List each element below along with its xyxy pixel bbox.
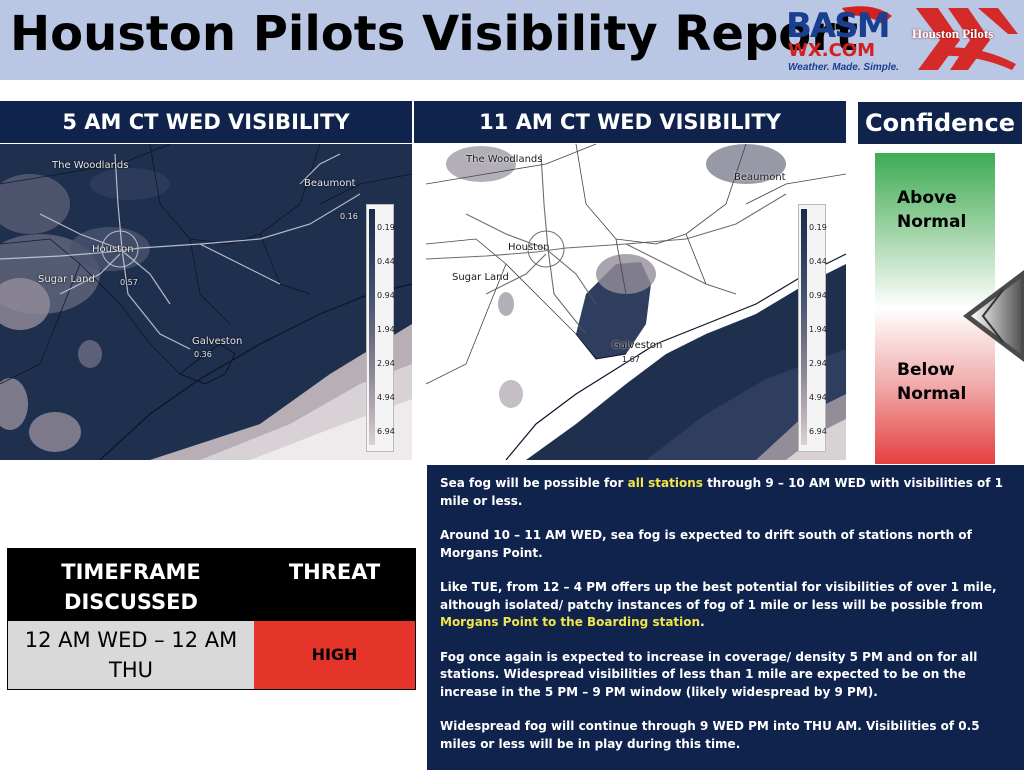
discussion-paragraph-5: Widespread fog will continue through 9 W… [440, 719, 980, 751]
table-header-timeframe-line2: DISCUSSED [64, 590, 198, 614]
discussion-p3-text: Like TUE, from 12 – 4 PM offers up the b… [440, 580, 997, 612]
confidence-title: Confidence [858, 102, 1022, 144]
confidence-below-line2: Normal [897, 384, 967, 404]
table-cell-threat: HIGH [254, 621, 415, 689]
discussion-paragraph-3: Like TUE, from 12 – 4 PM offers up the b… [440, 579, 1010, 632]
discussion-p3-text-end: . [700, 615, 705, 629]
basm-tagline: Weather. Made. Simple. [788, 62, 899, 73]
houston-pilots-logo: Houston Pilots [908, 4, 1018, 74]
map1-legend-level: 0.44 [377, 257, 395, 266]
confidence-indicator-arrow-icon [963, 270, 1024, 362]
map1-label-sugarland: Sugar Land [38, 274, 95, 285]
map2-legend-level: 2.94 [809, 359, 827, 368]
basm-logo-swoosh-icon [842, 6, 892, 24]
discussion-paragraph-4: Fog once again is expected to increase i… [440, 649, 978, 699]
basm-logo-text: BASM [786, 6, 891, 46]
map2-legend-level: 4.94 [809, 393, 827, 402]
discussion-paragraph-2: Around 10 – 11 AM WED, sea fog is expect… [440, 528, 972, 560]
header-banner: Houston Pilots Visibility Report BASM WX… [0, 0, 1024, 80]
map1-label-galveston: Galveston [192, 336, 243, 347]
visibility-map-5am: The Woodlands Houston Sugar Land Beaumon… [0, 144, 412, 460]
page-title: Houston Pilots Visibility Report [10, 6, 858, 62]
confidence-below-label: Below Normal [897, 358, 966, 406]
discussion-p3-highlight: Morgans Point to the Boarding station [440, 615, 701, 629]
discussion-p1-highlight: all stations [627, 476, 703, 490]
table-cell-timeframe: 12 AM WED – 12 AM THU [8, 621, 254, 689]
map2-legend-bar [801, 209, 807, 445]
table-cell-timeframe-line2: THU [109, 658, 153, 682]
discussion-paragraph-1: Sea fog will be possible for all station… [440, 475, 1010, 510]
confidence-above-line1: Above [897, 188, 957, 208]
map2-label-woodlands: The Woodlands [466, 154, 543, 165]
map2-legend-level: 1.94 [809, 325, 827, 334]
panel-title-5am: 5 AM CT WED VISIBILITY [0, 101, 412, 143]
confidence-above-line2: Normal [897, 212, 967, 232]
map1-value-1: 0.16 [340, 212, 358, 221]
map-5am-graphic [0, 144, 412, 460]
map1-legend-level: 0.19 [377, 223, 395, 232]
map1-legend-level: 2.94 [377, 359, 395, 368]
houston-pilots-logo-text: Houston Pilots [912, 26, 994, 41]
map1-legend-level: 4.94 [377, 393, 395, 402]
map1-legend-bar [369, 209, 375, 445]
map2-legend-level: 0.19 [809, 223, 827, 232]
discussion-p1-text-end: through 9 – 10 AM WED with visibilities … [440, 476, 1004, 508]
confidence-above-label: Above Normal [897, 186, 966, 234]
map2-legend-level: 0.44 [809, 257, 827, 266]
discussion-p1-text: Sea fog will be possible for [440, 476, 628, 490]
map1-value-3: 0.36 [194, 350, 212, 359]
map1-legend-level: 1.94 [377, 325, 395, 334]
visibility-map-11am: The Woodlands Houston Sugar Land Beaumon… [426, 144, 846, 460]
map1-label-houston: Houston [92, 244, 134, 255]
map2-legend-level: 6.94 [809, 427, 827, 436]
map1-label-beaumont: Beaumont [304, 178, 356, 189]
confidence-below-line1: Below [897, 360, 955, 380]
map2-label-sugarland: Sugar Land [452, 272, 509, 283]
basm-logo-sub: WX.COM [788, 40, 875, 61]
table-header-threat: THREAT [254, 549, 415, 621]
table-header-timeframe: TIMEFRAME DISCUSSED [8, 549, 254, 621]
map2-legend-level: 0.94 [809, 291, 827, 300]
table-header-timeframe-line1: TIMEFRAME [61, 560, 201, 584]
forecast-discussion: Sea fog will be possible for all station… [427, 465, 1024, 770]
basm-logo: BASM WX.COM Weather. Made. Simple. [782, 6, 904, 74]
map2-label-galveston: Galveston [612, 340, 663, 351]
panel-title-11am: 11 AM CT WED VISIBILITY [414, 101, 846, 143]
map1-label-woodlands: The Woodlands [52, 160, 129, 171]
threat-table: TIMEFRAME DISCUSSED THREAT 12 AM WED – 1… [7, 548, 416, 690]
map2-value-1: 1.67 [622, 355, 640, 364]
map-11am-graphic [426, 144, 846, 460]
map1-value-2: 0.57 [120, 278, 138, 287]
houston-pilots-emblem-icon [916, 8, 1018, 70]
map1-legend: 0.19 0.44 0.94 1.94 2.94 4.94 6.94 [366, 204, 395, 452]
map2-label-beaumont: Beaumont [734, 172, 786, 183]
map2-legend: 0.19 0.44 0.94 1.94 2.94 4.94 6.94 [798, 204, 827, 452]
map2-label-houston: Houston [508, 242, 550, 253]
map1-legend-level: 0.94 [377, 291, 395, 300]
table-cell-timeframe-line1: 12 AM WED – 12 AM [24, 628, 238, 652]
map1-legend-level: 6.94 [377, 427, 395, 436]
